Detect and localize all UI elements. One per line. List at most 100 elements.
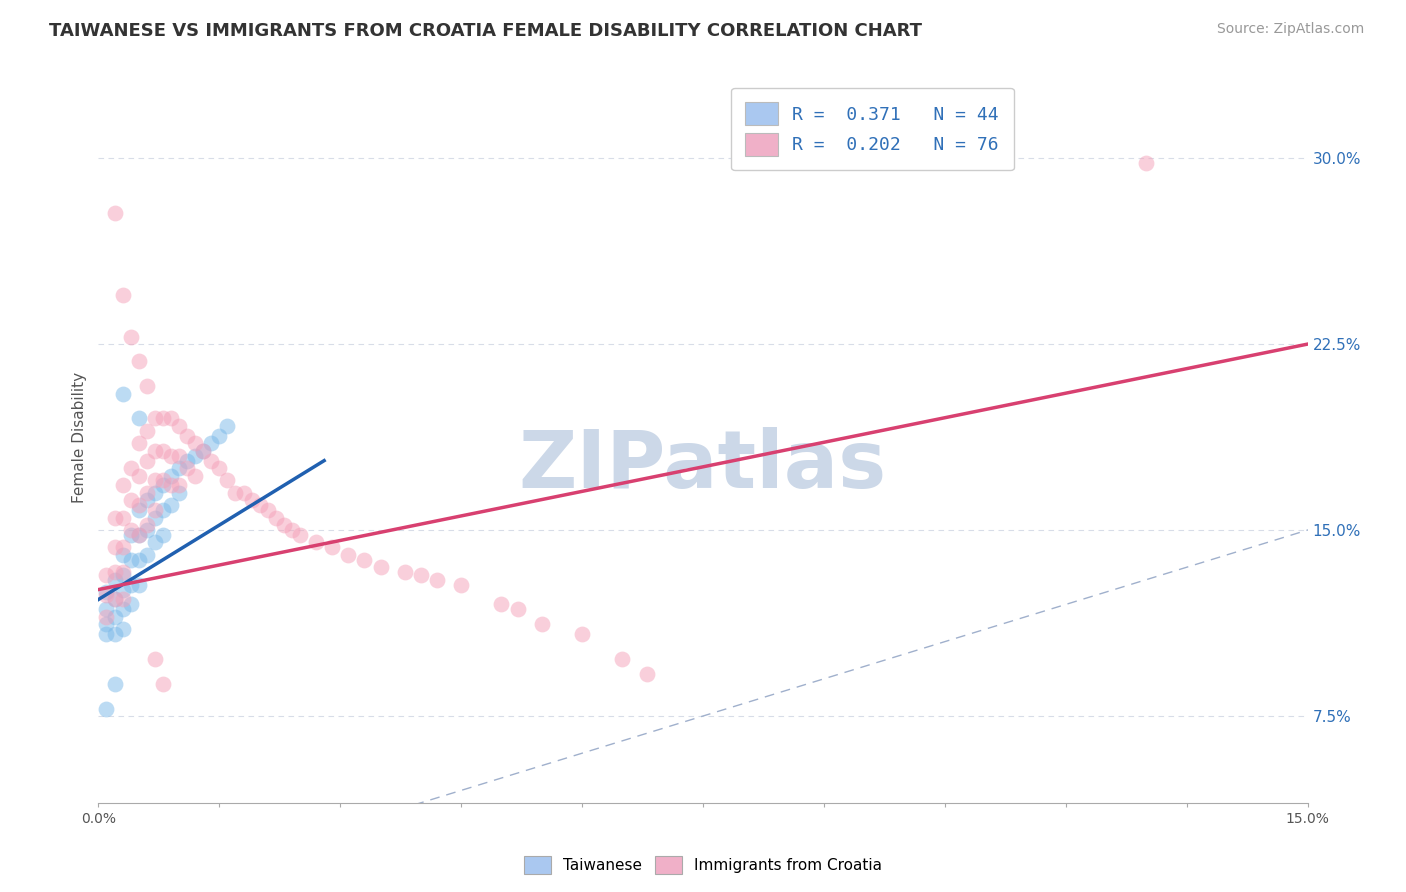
- Legend: R =  0.371   N = 44, R =  0.202   N = 76: R = 0.371 N = 44, R = 0.202 N = 76: [731, 87, 1014, 170]
- Point: [217, 418, 239, 433]
- Point: [128, 436, 150, 450]
- Point: [506, 602, 529, 616]
- Point: [96, 627, 118, 641]
- Point: [120, 598, 142, 612]
- Point: [120, 523, 142, 537]
- Point: [111, 548, 134, 562]
- Point: [111, 565, 134, 579]
- Text: ZIPatlas: ZIPatlas: [519, 427, 887, 506]
- Point: [200, 453, 222, 467]
- Point: [353, 553, 375, 567]
- Point: [184, 449, 207, 463]
- Point: [394, 565, 416, 579]
- Point: [135, 518, 157, 533]
- Point: [103, 677, 125, 691]
- Point: [305, 535, 328, 549]
- Text: Source: ZipAtlas.com: Source: ZipAtlas.com: [1216, 22, 1364, 37]
- Point: [160, 449, 183, 463]
- Point: [111, 582, 134, 597]
- Point: [184, 436, 207, 450]
- Point: [103, 610, 125, 624]
- Point: [193, 443, 215, 458]
- Point: [184, 468, 207, 483]
- Point: [96, 602, 118, 616]
- Point: [120, 528, 142, 542]
- Point: [96, 567, 118, 582]
- Legend: Taiwanese, Immigrants from Croatia: Taiwanese, Immigrants from Croatia: [517, 850, 889, 880]
- Point: [111, 386, 134, 401]
- Point: [120, 577, 142, 591]
- Point: [143, 486, 166, 500]
- Point: [111, 622, 134, 636]
- Point: [143, 474, 166, 488]
- Point: [530, 617, 553, 632]
- Point: [111, 478, 134, 492]
- Point: [208, 429, 231, 443]
- Point: [1135, 156, 1157, 170]
- Point: [103, 510, 125, 524]
- Point: [143, 443, 166, 458]
- Point: [128, 528, 150, 542]
- Point: [426, 573, 449, 587]
- Point: [128, 577, 150, 591]
- Point: [176, 429, 198, 443]
- Point: [120, 493, 142, 508]
- Point: [103, 592, 125, 607]
- Point: [160, 498, 183, 512]
- Point: [152, 503, 174, 517]
- Point: [111, 602, 134, 616]
- Point: [96, 585, 118, 599]
- Point: [256, 503, 278, 517]
- Point: [128, 468, 150, 483]
- Point: [160, 478, 183, 492]
- Point: [96, 588, 118, 602]
- Point: [111, 510, 134, 524]
- Point: [103, 627, 125, 641]
- Point: [160, 411, 183, 425]
- Point: [152, 478, 174, 492]
- Point: [321, 541, 343, 555]
- Point: [200, 436, 222, 450]
- Point: [103, 573, 125, 587]
- Point: [96, 701, 118, 715]
- Point: [120, 329, 142, 343]
- Point: [143, 411, 166, 425]
- Point: [167, 461, 190, 475]
- Point: [135, 486, 157, 500]
- Point: [337, 548, 360, 562]
- Point: [571, 627, 593, 641]
- Point: [143, 510, 166, 524]
- Point: [409, 567, 432, 582]
- Point: [273, 518, 295, 533]
- Point: [167, 449, 190, 463]
- Point: [491, 598, 513, 612]
- Point: [152, 528, 174, 542]
- Point: [167, 478, 190, 492]
- Text: TAIWANESE VS IMMIGRANTS FROM CROATIA FEMALE DISABILITY CORRELATION CHART: TAIWANESE VS IMMIGRANTS FROM CROATIA FEM…: [49, 22, 922, 40]
- Point: [128, 411, 150, 425]
- Point: [281, 523, 304, 537]
- Point: [135, 424, 157, 438]
- Point: [96, 617, 118, 632]
- Point: [128, 498, 150, 512]
- Point: [135, 453, 157, 467]
- Point: [193, 443, 215, 458]
- Point: [636, 666, 658, 681]
- Point: [135, 523, 157, 537]
- Point: [232, 486, 254, 500]
- Point: [612, 652, 634, 666]
- Point: [135, 548, 157, 562]
- Point: [143, 503, 166, 517]
- Point: [111, 567, 134, 582]
- Point: [450, 577, 472, 591]
- Point: [208, 461, 231, 475]
- Point: [167, 486, 190, 500]
- Point: [370, 560, 392, 574]
- Point: [176, 453, 198, 467]
- Point: [120, 461, 142, 475]
- Y-axis label: Female Disability: Female Disability: [72, 371, 87, 503]
- Point: [103, 592, 125, 607]
- Point: [128, 528, 150, 542]
- Point: [167, 418, 190, 433]
- Point: [152, 411, 174, 425]
